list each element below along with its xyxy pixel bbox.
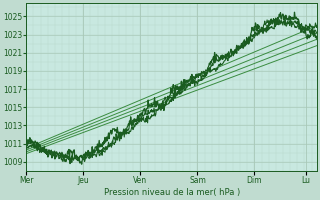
X-axis label: Pression niveau de la mer( hPa ): Pression niveau de la mer( hPa ): [104, 188, 240, 197]
